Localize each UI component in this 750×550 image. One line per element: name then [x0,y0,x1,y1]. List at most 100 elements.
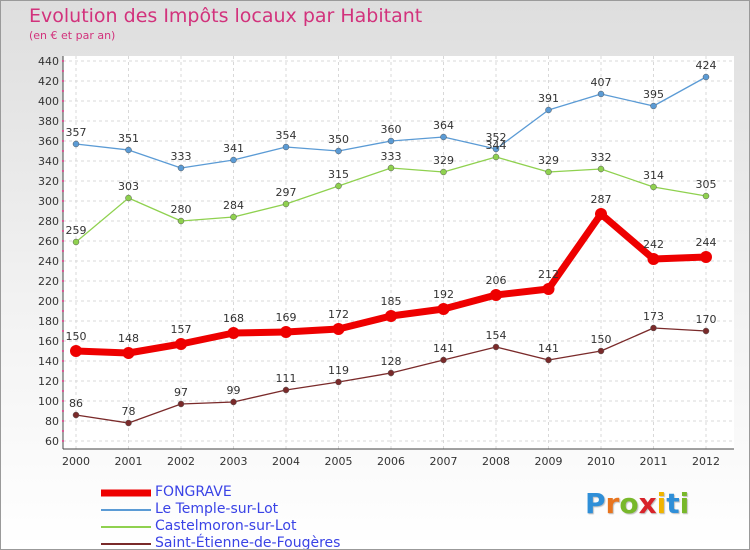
data-label: 360 [381,123,402,136]
data-point [282,143,290,151]
y-tick-label: 320 [38,175,59,188]
y-axis-tick [62,280,64,282]
data-point [72,238,80,246]
data-point [492,153,500,161]
data-label: 185 [381,295,402,308]
data-label: 329 [538,154,559,167]
data-label: 354 [276,129,297,142]
legend-swatch [101,489,151,496]
x-tick-label: 2011 [640,455,668,468]
y-axis-tick [62,370,64,372]
data-label: 212 [538,268,559,281]
data-point [72,140,80,148]
data-point [177,400,185,408]
y-axis-tick [62,100,64,102]
data-label: 305 [696,178,717,191]
data-label: 141 [433,342,454,355]
data-point [227,327,240,339]
data-label: 173 [643,310,664,323]
x-tick-label: 2002 [167,455,195,468]
data-label: 395 [643,88,664,101]
data-point [702,73,710,81]
chart-title: Evolution des Impôts locaux par Habitant [29,5,423,27]
x-tick-label: 2007 [430,455,458,468]
x-tick-label: 2000 [62,455,90,468]
x-tick-label: 2005 [325,455,353,468]
y-axis-tick [62,230,64,232]
proxiti-logo: Proxiti [585,487,689,520]
data-label: 244 [696,236,717,249]
y-tick-label: 380 [38,115,59,128]
y-axis-tick [62,150,64,152]
y-axis-tick [62,210,64,212]
data-label: 154 [486,329,507,342]
legend-label: Saint-Étienne-de-Fougères [155,535,341,550]
data-point [387,137,395,145]
y-axis-tick [62,390,64,392]
y-tick-label: 100 [38,395,59,408]
x-tick-label: 2010 [587,455,615,468]
data-point [282,386,290,394]
data-point [700,251,712,263]
y-axis-tick [62,120,64,122]
data-point [230,398,237,406]
data-point [175,338,187,350]
data-label: 280 [171,203,192,216]
y-axis-tick [62,80,64,82]
y-axis-tick [62,440,64,442]
data-label: 192 [433,288,454,301]
y-tick-label: 300 [38,195,59,208]
y-tick-label: 120 [38,375,59,388]
logo-letter: i [679,487,690,520]
data-label: 284 [223,199,244,212]
y-axis-tick [62,350,64,352]
x-tick-label: 2003 [220,455,248,468]
y-axis-tick [62,400,64,402]
data-point [280,326,292,338]
data-label: 168 [223,312,244,325]
y-axis-tick [62,170,64,172]
data-label: 341 [223,142,244,155]
data-label: 303 [118,180,139,193]
data-label: 78 [122,405,136,418]
data-point [387,164,395,172]
y-tick-label: 280 [38,215,59,228]
data-point [650,102,657,110]
data-point [597,90,605,98]
logo-letter: P [585,487,606,520]
data-point [702,327,710,335]
data-point [650,324,657,332]
data-point [542,283,555,295]
x-tick-label: 2008 [482,455,510,468]
data-label: 352 [486,131,507,144]
y-tick-label: 400 [38,95,59,108]
logo-letter: x [638,487,657,520]
data-label: 148 [118,332,139,345]
legend-label: FONGRAVE [155,484,232,500]
y-tick-label: 200 [38,295,59,308]
data-label: 242 [643,238,664,251]
data-label: 170 [696,313,717,326]
y-tick-label: 420 [38,75,59,88]
y-axis-tick [62,250,64,252]
data-label: 332 [591,151,612,164]
y-tick-label: 160 [38,335,59,348]
data-point [335,378,342,386]
data-label: 333 [171,150,192,163]
data-point [545,106,552,114]
data-point [72,411,80,419]
data-point [597,347,605,355]
y-axis-tick [62,190,64,192]
y-tick-label: 80 [45,415,59,428]
data-label: 407 [591,76,612,89]
data-label: 350 [328,133,349,146]
data-point [492,145,500,153]
data-point [440,133,447,141]
data-point [490,289,502,301]
legend-swatch [101,542,151,545]
y-tick-label: 140 [38,355,59,368]
y-axis-tick [62,380,64,382]
y-tick-label: 180 [38,315,59,328]
data-label: 259 [66,224,87,237]
data-point [650,183,657,191]
